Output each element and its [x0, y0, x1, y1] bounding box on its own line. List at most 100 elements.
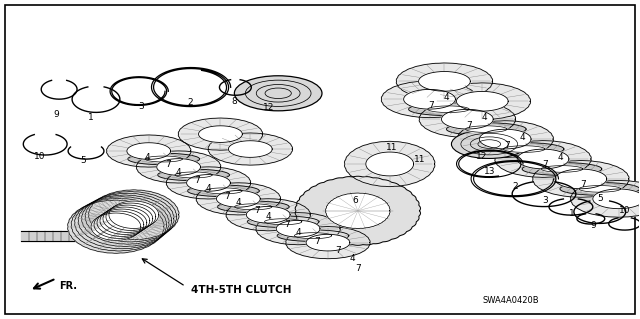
Text: 1: 1: [88, 113, 94, 122]
Text: 4TH-5TH CLUTCH: 4TH-5TH CLUTCH: [191, 286, 291, 295]
Text: FR.: FR.: [59, 281, 77, 292]
Polygon shape: [226, 199, 310, 231]
Polygon shape: [366, 152, 413, 176]
Text: 4: 4: [557, 152, 563, 161]
Polygon shape: [495, 141, 591, 177]
Text: 12: 12: [476, 152, 487, 160]
Polygon shape: [166, 167, 251, 199]
Polygon shape: [419, 71, 470, 91]
Polygon shape: [247, 216, 319, 227]
Text: 4: 4: [444, 93, 449, 102]
Polygon shape: [504, 146, 545, 152]
Polygon shape: [128, 153, 200, 165]
Text: 7: 7: [225, 192, 230, 201]
Text: 7: 7: [355, 264, 361, 273]
Text: 7: 7: [580, 180, 586, 189]
Polygon shape: [216, 190, 260, 207]
Text: 2: 2: [188, 98, 193, 107]
Polygon shape: [68, 200, 164, 253]
Polygon shape: [541, 166, 582, 172]
Polygon shape: [286, 226, 370, 259]
Polygon shape: [555, 169, 607, 189]
Text: 4: 4: [236, 198, 241, 207]
Polygon shape: [277, 230, 349, 241]
Polygon shape: [85, 191, 177, 242]
Polygon shape: [404, 89, 456, 109]
Text: 2: 2: [513, 182, 518, 191]
Polygon shape: [306, 234, 350, 251]
Polygon shape: [196, 183, 280, 215]
Text: 7: 7: [504, 141, 510, 150]
Polygon shape: [106, 203, 156, 230]
Polygon shape: [187, 174, 230, 191]
Polygon shape: [179, 118, 262, 150]
Polygon shape: [447, 123, 526, 136]
Polygon shape: [264, 219, 302, 225]
Polygon shape: [91, 213, 141, 241]
Polygon shape: [198, 126, 243, 143]
Polygon shape: [396, 63, 493, 100]
Polygon shape: [570, 181, 640, 217]
Text: 7: 7: [284, 220, 290, 229]
Polygon shape: [157, 169, 229, 181]
Text: 5: 5: [597, 194, 603, 203]
Text: 11: 11: [386, 143, 397, 152]
Text: 7: 7: [429, 101, 435, 110]
Polygon shape: [136, 151, 221, 183]
Polygon shape: [208, 133, 292, 165]
Polygon shape: [381, 81, 477, 118]
Polygon shape: [94, 211, 144, 238]
Text: 7: 7: [542, 160, 548, 169]
Polygon shape: [593, 189, 640, 209]
Text: 7: 7: [467, 121, 472, 130]
Polygon shape: [205, 188, 242, 194]
Text: SWA4A0420B: SWA4A0420B: [483, 296, 539, 305]
Text: 4: 4: [295, 228, 301, 237]
Polygon shape: [479, 129, 531, 149]
Text: 7: 7: [335, 246, 340, 255]
Polygon shape: [100, 207, 150, 234]
Polygon shape: [326, 193, 390, 228]
Polygon shape: [127, 143, 171, 160]
Ellipse shape: [234, 76, 322, 111]
Text: 7: 7: [314, 237, 320, 246]
Polygon shape: [228, 141, 272, 157]
Polygon shape: [419, 101, 516, 137]
Text: 9: 9: [53, 110, 59, 119]
Text: 10: 10: [619, 206, 630, 215]
Text: 10: 10: [33, 152, 45, 160]
Polygon shape: [82, 193, 174, 244]
Text: 3: 3: [542, 196, 548, 205]
Text: 13: 13: [483, 167, 495, 176]
Polygon shape: [408, 103, 488, 115]
Text: 12: 12: [262, 103, 274, 112]
Text: 1: 1: [569, 209, 575, 218]
Text: 9: 9: [590, 221, 596, 230]
Text: 4: 4: [176, 168, 181, 177]
Polygon shape: [218, 201, 289, 212]
Polygon shape: [78, 195, 172, 247]
Polygon shape: [175, 172, 212, 178]
Polygon shape: [465, 126, 507, 132]
Polygon shape: [109, 201, 159, 228]
Text: 11: 11: [414, 154, 426, 164]
Polygon shape: [145, 156, 182, 162]
Polygon shape: [295, 176, 420, 245]
Text: 4: 4: [145, 152, 150, 161]
Text: 7: 7: [254, 206, 260, 215]
Text: 6: 6: [352, 196, 358, 205]
Polygon shape: [97, 209, 147, 236]
Polygon shape: [107, 135, 191, 167]
Text: 4: 4: [350, 254, 356, 263]
Polygon shape: [522, 163, 602, 175]
Polygon shape: [235, 204, 272, 210]
Polygon shape: [88, 190, 179, 240]
Text: 4: 4: [481, 113, 487, 122]
Polygon shape: [75, 197, 169, 249]
Text: 4: 4: [266, 212, 271, 221]
Polygon shape: [517, 149, 569, 169]
Polygon shape: [294, 233, 332, 239]
Polygon shape: [103, 205, 153, 233]
Polygon shape: [428, 106, 469, 113]
Polygon shape: [188, 185, 259, 197]
